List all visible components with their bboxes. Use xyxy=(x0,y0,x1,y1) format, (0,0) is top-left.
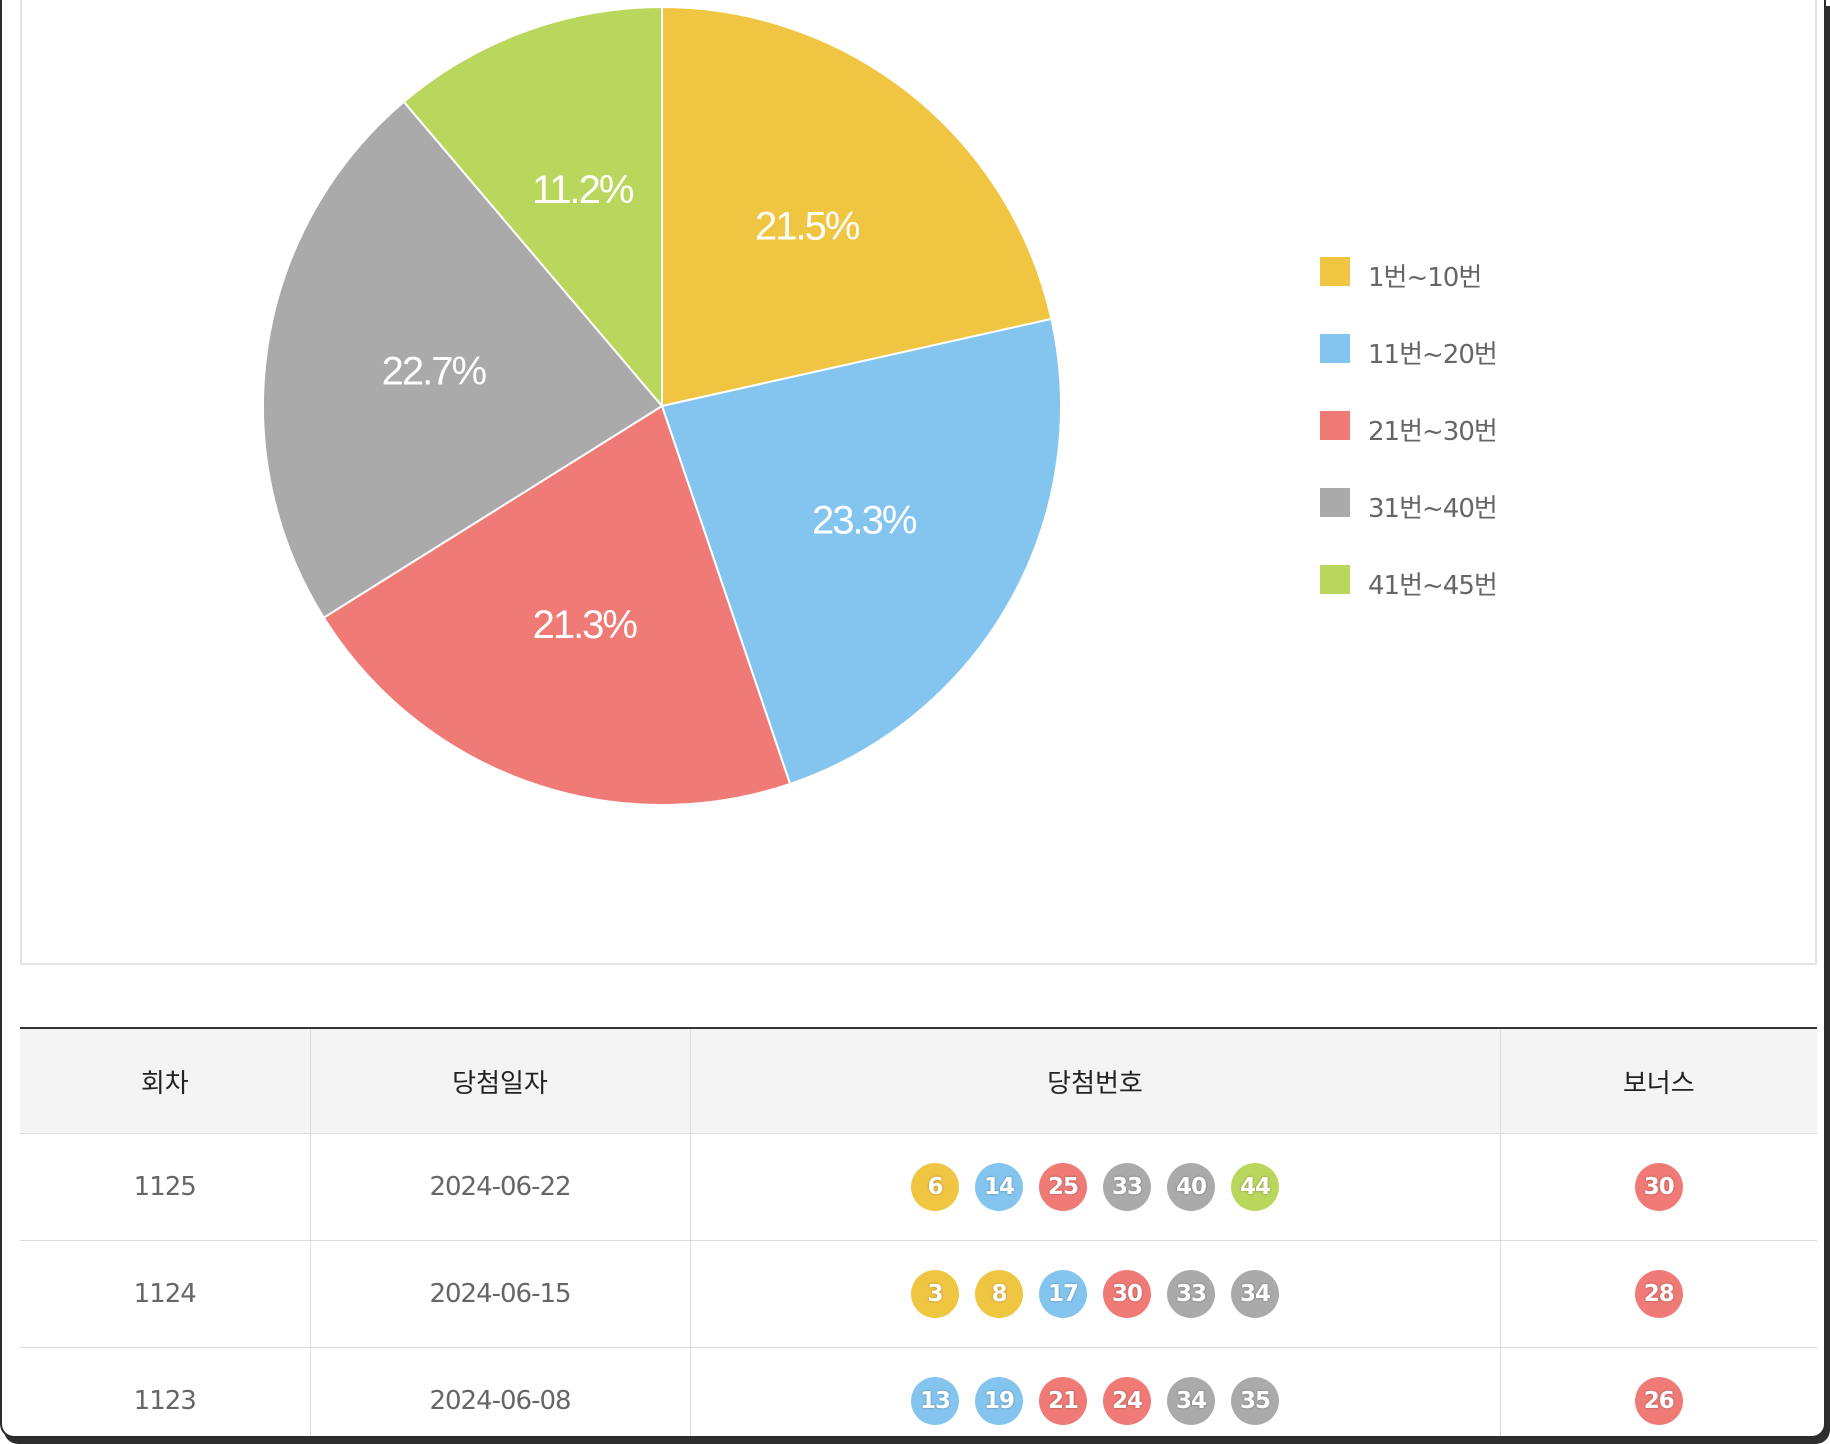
chart-panel: 21.5% 23.3% 21.3% 22.7% 11.2% 1번~10번 11번~20번… xyxy=(20,0,1817,965)
pie-slice-label: 11.2% xyxy=(532,168,634,212)
number-ball: 35 xyxy=(1231,1377,1279,1425)
bonus-cell: 28 xyxy=(1499,1240,1817,1348)
pie-slice-label: 21.5% xyxy=(755,204,860,248)
results-table: 회차 당첨일자 당첨번호 보너스 1125 2024-06-22 6 14 25 33 40… xyxy=(20,1027,1817,1436)
pie-slice[interactable] xyxy=(262,100,664,620)
number-ball: 30 xyxy=(1103,1270,1151,1318)
header-numbers: 당첨번호 xyxy=(689,1027,1501,1134)
header-date: 당첨일자 xyxy=(309,1027,691,1134)
number-ball: 24 xyxy=(1103,1377,1151,1425)
pie-slice[interactable] xyxy=(661,5,1053,408)
numbers-cell: 13 19 21 24 34 35 xyxy=(689,1347,1501,1436)
number-ball: 34 xyxy=(1231,1270,1279,1318)
pie-slice[interactable] xyxy=(660,317,1062,786)
header-bonus: 보너스 xyxy=(1499,1027,1817,1134)
number-ball: 21 xyxy=(1039,1377,1087,1425)
number-ball: 3 xyxy=(911,1270,959,1318)
number-ball: 14 xyxy=(975,1163,1023,1211)
number-ball: 17 xyxy=(1039,1270,1087,1318)
number-ball: 19 xyxy=(975,1377,1023,1425)
date-cell: 2024-06-15 xyxy=(309,1240,691,1348)
bonus-ball: 28 xyxy=(1634,1270,1683,1318)
legend-label: 31번~40번 xyxy=(1368,494,1498,524)
number-ball: 13 xyxy=(911,1377,959,1425)
number-balls: 6 14 25 33 40 44 xyxy=(691,1163,1500,1211)
table-row: 1125 2024-06-22 6 14 25 33 40 44 30 xyxy=(20,1133,1817,1241)
bonus-ball: 30 xyxy=(1634,1163,1683,1211)
pie-slice[interactable] xyxy=(402,5,663,409)
number-ball: 33 xyxy=(1167,1270,1215,1318)
numbers-cell: 3 8 17 30 33 34 xyxy=(689,1240,1501,1348)
header-round: 회차 xyxy=(20,1027,311,1134)
table-row: 1124 2024-06-15 3 8 17 30 33 34 28 xyxy=(20,1240,1817,1348)
number-ball: 33 xyxy=(1103,1163,1151,1211)
legend-swatch xyxy=(1320,334,1350,363)
round-cell: 1123 xyxy=(20,1347,311,1436)
legend-label: 41번~45번 xyxy=(1368,571,1498,601)
table-header-row: 회차 당첨일자 당첨번호 보너스 xyxy=(20,1027,1817,1134)
number-ball: 8 xyxy=(975,1270,1023,1318)
round-cell: 1125 xyxy=(20,1133,311,1241)
number-ball: 6 xyxy=(911,1163,959,1211)
number-ball: 44 xyxy=(1231,1163,1279,1211)
round-cell: 1124 xyxy=(20,1240,311,1348)
pie-slice[interactable] xyxy=(322,404,792,806)
number-balls: 13 19 21 24 34 35 xyxy=(691,1377,1500,1425)
pie-chart: 21.5% 23.3% 21.3% 22.7% 11.2% xyxy=(262,5,1062,806)
number-ball: 40 xyxy=(1167,1163,1215,1211)
number-ball: 25 xyxy=(1039,1163,1087,1211)
date-cell: 2024-06-08 xyxy=(309,1347,691,1436)
legend-label: 1번~10번 xyxy=(1368,263,1482,293)
number-ball: 34 xyxy=(1167,1377,1215,1425)
number-balls: 3 8 17 30 33 34 xyxy=(691,1270,1500,1318)
table-row: 1123 2024-06-08 13 19 21 24 34 35 26 xyxy=(20,1347,1817,1436)
legend-label: 21번~30번 xyxy=(1368,417,1498,447)
bonus-cell: 30 xyxy=(1499,1133,1817,1241)
legend-swatch xyxy=(1320,411,1350,440)
pie-slice-label: 21.3% xyxy=(533,603,638,647)
legend-swatch xyxy=(1320,565,1350,594)
date-cell: 2024-06-22 xyxy=(309,1133,691,1241)
pie-slice-label: 23.3% xyxy=(812,498,917,542)
bonus-cell: 26 xyxy=(1499,1347,1817,1436)
bonus-ball: 26 xyxy=(1634,1377,1683,1425)
legend-label: 11번~20번 xyxy=(1368,340,1498,370)
numbers-cell: 6 14 25 33 40 44 xyxy=(689,1133,1501,1241)
legend-swatch xyxy=(1320,257,1350,286)
legend-swatch xyxy=(1320,488,1350,517)
pie-slice-label: 22.7% xyxy=(382,350,487,394)
